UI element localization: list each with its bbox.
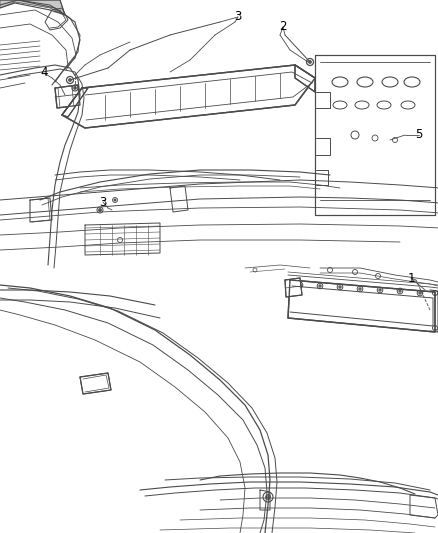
Circle shape [265, 495, 271, 499]
Polygon shape [285, 278, 302, 297]
Text: 3: 3 [234, 11, 242, 23]
Polygon shape [315, 55, 435, 215]
Circle shape [359, 288, 361, 290]
Circle shape [379, 289, 381, 292]
Circle shape [299, 284, 301, 286]
Text: 3: 3 [99, 196, 107, 208]
Circle shape [74, 86, 77, 90]
Polygon shape [295, 65, 315, 92]
Polygon shape [410, 495, 438, 518]
Circle shape [68, 78, 71, 82]
Text: 1: 1 [407, 271, 415, 285]
Circle shape [99, 208, 102, 212]
Circle shape [399, 290, 401, 292]
Circle shape [419, 292, 421, 294]
Text: 5: 5 [415, 128, 423, 141]
Polygon shape [62, 88, 88, 117]
Polygon shape [80, 373, 111, 394]
Polygon shape [55, 85, 80, 108]
Text: 2: 2 [279, 20, 287, 34]
Circle shape [114, 199, 116, 201]
Circle shape [319, 285, 321, 287]
Circle shape [339, 286, 341, 288]
Circle shape [308, 61, 311, 63]
Polygon shape [288, 280, 435, 332]
Polygon shape [62, 65, 315, 128]
Text: 4: 4 [40, 67, 48, 79]
Polygon shape [0, 0, 65, 15]
